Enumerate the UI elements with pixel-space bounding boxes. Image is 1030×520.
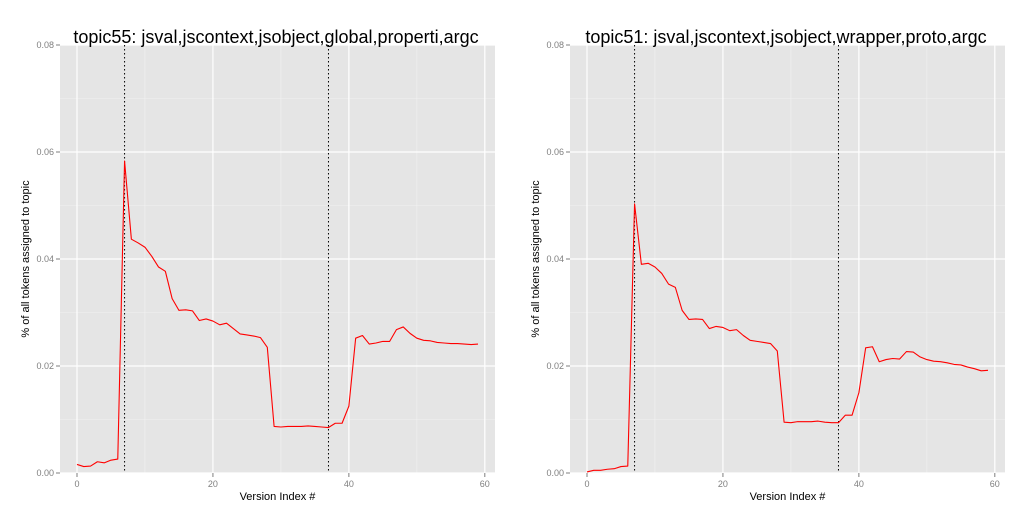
chart-title: topic55: jsval,jscontext,jsobject,global… [73, 27, 478, 47]
x-tick-label: 60 [480, 479, 490, 489]
x-tick-label: 40 [854, 479, 864, 489]
x-tick-label: 40 [344, 479, 354, 489]
y-tick-label: 0.02 [546, 361, 564, 371]
y-tick-label: 0.06 [36, 147, 54, 157]
y-tick-label: 0.06 [546, 147, 564, 157]
y-tick-label: 0.00 [546, 468, 564, 478]
y-tick-label: 0.08 [546, 40, 564, 50]
series-line [76, 160, 479, 468]
y-axis-label: % of all tokens assigned to topic [530, 180, 542, 338]
x-tick-label: 20 [208, 479, 218, 489]
x-tick-label: 0 [584, 479, 589, 489]
x-tick-label: 60 [990, 479, 1000, 489]
x-tick-label: 0 [74, 479, 79, 489]
series-line [586, 203, 989, 473]
x-axis-label: Version Index # [240, 491, 317, 503]
chart-panel-2: 0.00 0.02 0.04 0.06 0.08 0 20 40 60 topic51: jsva… [530, 27, 1005, 503]
y-tick-label: 0.02 [36, 361, 54, 371]
chart-panel-1: 0.00 0.02 0.04 0.06 0.08 0 20 40 60 topic55: jsva… [20, 27, 495, 503]
chart-title: topic51: jsval,jscontext,jsobject,wrappe… [585, 27, 986, 47]
x-axis-label: Version Index # [750, 491, 827, 503]
y-tick-label: 0.00 [36, 468, 54, 478]
y-tick-label: 0.04 [36, 254, 54, 264]
y-tick-label: 0.04 [546, 254, 564, 264]
x-tick-label: 20 [718, 479, 728, 489]
y-axis-label: % of all tokens assigned to topic [20, 180, 32, 338]
y-tick-label: 0.08 [36, 40, 54, 50]
